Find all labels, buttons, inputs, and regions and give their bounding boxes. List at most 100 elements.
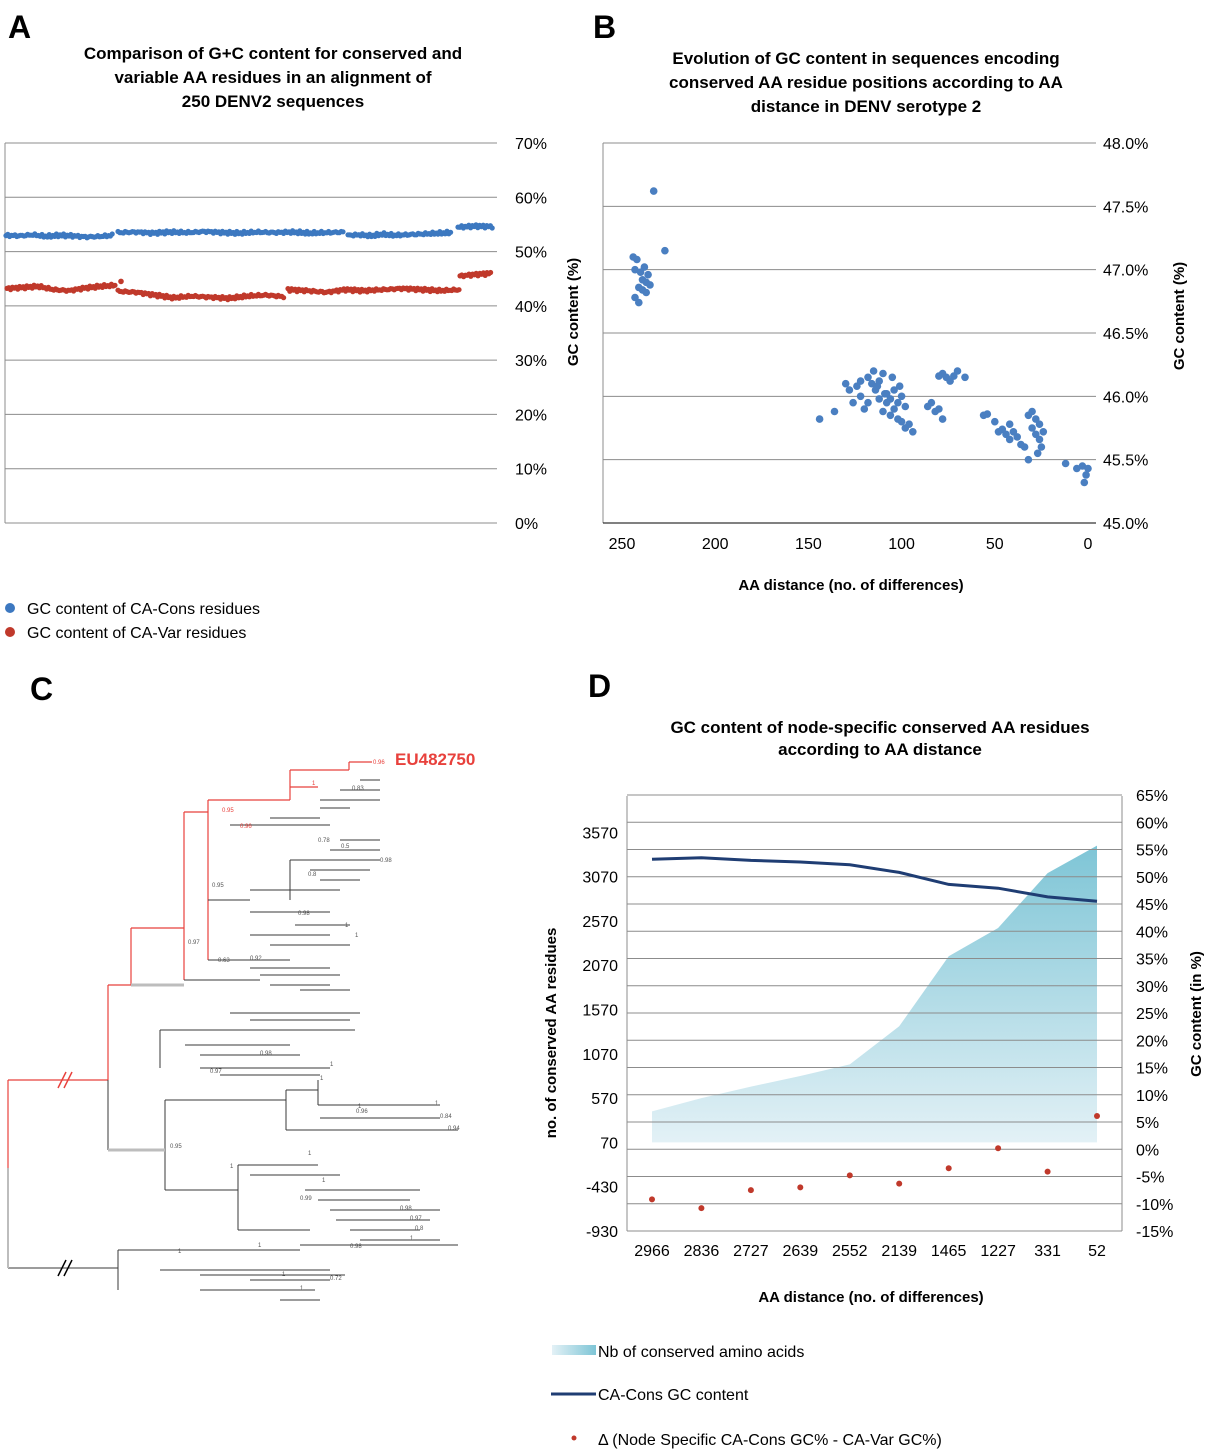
node-support-label: 0.96 <box>240 824 252 830</box>
panel-a-title-line-2: variable AA residues in an alignment of <box>114 68 431 87</box>
data-point <box>961 373 969 382</box>
x-tick-label: 2139 <box>881 1243 917 1260</box>
data-point <box>894 398 902 407</box>
y-tick-label: 45.5% <box>1103 453 1148 470</box>
legend-label-var: GC content of CA-Var residues <box>27 625 246 642</box>
panel-a-letter: A <box>8 9 31 45</box>
panel-b-points <box>629 187 1092 487</box>
legend-marker-var <box>5 627 15 637</box>
data-point <box>895 382 904 391</box>
data-point <box>488 269 494 276</box>
panel-a-y-ticks: 0% 10% 20% 30% 40% 50% 60% 70% <box>515 136 547 533</box>
panel-a-series-var <box>4 269 494 303</box>
right-tick-label: 30% <box>1136 979 1168 996</box>
panel-d-ylabel-left: no. of conserved AA residues <box>543 928 560 1139</box>
node-support-label: 0.98 <box>298 911 310 917</box>
y-tick-label: 45.0% <box>1103 516 1148 533</box>
node-support-label: 1 <box>258 1243 262 1249</box>
data-point <box>845 386 854 394</box>
panel-b-title-line-1: Evolution of GC content in sequences enc… <box>672 49 1059 68</box>
panel-d-area-series <box>652 845 1097 1143</box>
panel-d-title-line-2: according to AA distance <box>778 740 982 759</box>
right-tick-label: 0% <box>1136 1142 1159 1159</box>
data-point <box>340 229 346 235</box>
panel-d-delta-series <box>649 1113 1100 1212</box>
left-tick-label: 570 <box>591 1091 618 1108</box>
y-tick-label: 47.0% <box>1103 263 1148 280</box>
x-tick-label: 1227 <box>980 1243 1016 1260</box>
data-point <box>635 298 643 307</box>
legend-label-area: Nb of conserved amino acids <box>598 1344 804 1361</box>
right-tick-label: 35% <box>1136 952 1168 969</box>
data-point <box>1039 428 1048 436</box>
right-tick-label: 55% <box>1136 843 1168 860</box>
node-support-label: 1 <box>355 933 359 939</box>
panel-b-title-line-3: distance in DENV serotype 2 <box>751 97 982 116</box>
x-tick-label: 2966 <box>634 1243 670 1260</box>
left-tick-label: 1570 <box>582 1003 618 1020</box>
data-point <box>1005 435 1014 444</box>
x-tick-label: 2727 <box>733 1243 769 1260</box>
panel-d-legend: Nb of conserved amino acids CA-Cons GC c… <box>551 1344 942 1449</box>
data-point <box>860 405 869 413</box>
data-point <box>1024 455 1033 464</box>
left-tick-label: 3570 <box>582 825 618 842</box>
data-point <box>1005 420 1014 429</box>
data-point <box>882 398 891 407</box>
panel-b-y-ticks: 45.0% 45.5% 46.0% 46.5% 47.0% 47.5% 48.0% <box>1103 136 1148 533</box>
node-support-label: 0.98 <box>350 1244 362 1250</box>
data-point <box>1084 464 1092 473</box>
y-tick-label: 60% <box>515 190 547 207</box>
node-support-label: 0.95 <box>222 808 234 814</box>
panel-c-tree: 0.9610.950.960.970.950.780.50.920.630.98… <box>7 760 460 1301</box>
tree-branch <box>57 1071 67 1089</box>
panel-a-title-line-1: Comparison of G+C content for conserved … <box>84 44 462 63</box>
y-tick-label: 0% <box>515 516 538 533</box>
data-point <box>897 392 906 401</box>
panel-b-ylabel-left: GC content (%) <box>565 258 582 366</box>
node-support-label: 0.78 <box>318 838 330 844</box>
data-point <box>1035 420 1044 429</box>
legend-label-cons: GC content of CA-Cons residues <box>27 601 260 618</box>
node-support-label: 1 <box>330 1062 334 1068</box>
data-point <box>983 410 992 418</box>
data-point <box>888 373 897 382</box>
node-support-label: 1 <box>230 1164 234 1170</box>
data-point <box>633 255 641 264</box>
delta-point <box>649 1196 655 1203</box>
node-support-label: 1 <box>300 1286 304 1292</box>
data-point <box>1035 435 1044 444</box>
y-tick-label: 46.0% <box>1103 389 1148 406</box>
right-tick-label: 10% <box>1136 1088 1168 1105</box>
data-point <box>890 386 898 394</box>
x-tick-label: 100 <box>888 536 915 553</box>
panel-d-left-ticks: -930 -430 70 570 1070 1570 2070 2570 3070 3570 <box>582 825 618 1241</box>
data-point <box>1028 407 1036 416</box>
panel-a-title-line-3: 250 DENV2 sequences <box>182 92 364 111</box>
x-tick-label: 150 <box>795 536 822 553</box>
node-support-label: 1 <box>178 1249 182 1255</box>
data-point <box>875 395 883 403</box>
node-support-label: 1 <box>282 1272 286 1278</box>
data-point <box>281 295 287 301</box>
right-tick-label: -10% <box>1136 1197 1173 1214</box>
data-point <box>636 268 645 277</box>
x-tick-label: 52 <box>1088 1243 1106 1260</box>
delta-point <box>995 1145 1002 1152</box>
data-point <box>953 367 962 375</box>
tree-branch <box>63 1071 73 1089</box>
panel-d-letter: D <box>588 668 611 704</box>
panel-b-ylabel-right: GC content (%) <box>1171 262 1188 370</box>
delta-point <box>1044 1168 1051 1175</box>
y-tick-label: 48.0% <box>1103 136 1148 153</box>
data-point <box>991 417 999 426</box>
data-point <box>1061 459 1070 468</box>
data-point <box>112 282 118 288</box>
panel-c-letter: C <box>30 671 53 707</box>
data-point <box>661 246 669 255</box>
node-support-label: 0.97 <box>210 1069 222 1075</box>
right-tick-label: 50% <box>1136 870 1168 887</box>
data-point <box>938 415 947 423</box>
data-point <box>646 281 654 289</box>
